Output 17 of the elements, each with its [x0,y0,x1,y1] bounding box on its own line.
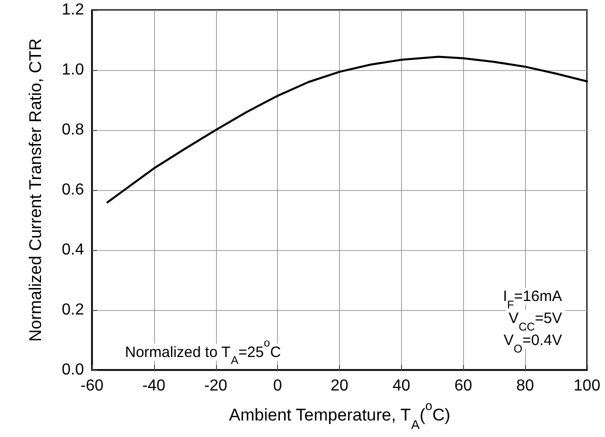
y-axis-title: Normalized Current Transfer Ratio, CTR [26,38,45,342]
x-tick-label: 20 [330,378,348,394]
x-tick-label: 0 [273,378,282,394]
x-tick-label: -40 [142,378,166,394]
y-tick-label: 1.2 [62,2,84,18]
x-tick-label: 80 [516,378,534,394]
y-tick-label: 0.4 [62,242,84,258]
x-tick-label: 40 [392,378,410,394]
text: 0.0 [62,362,84,378]
x-tick-label: -60 [80,378,104,394]
y-tick-label: 0.6 [62,182,84,198]
y-tick-label: 0.8 [62,122,84,138]
text: 1.0 [62,62,84,78]
x-tick-label: -20 [204,378,228,394]
x-tick-label: 60 [454,378,472,394]
y-tick-label: 0.2 [62,302,84,318]
x-tick-label: 100 [574,378,600,394]
